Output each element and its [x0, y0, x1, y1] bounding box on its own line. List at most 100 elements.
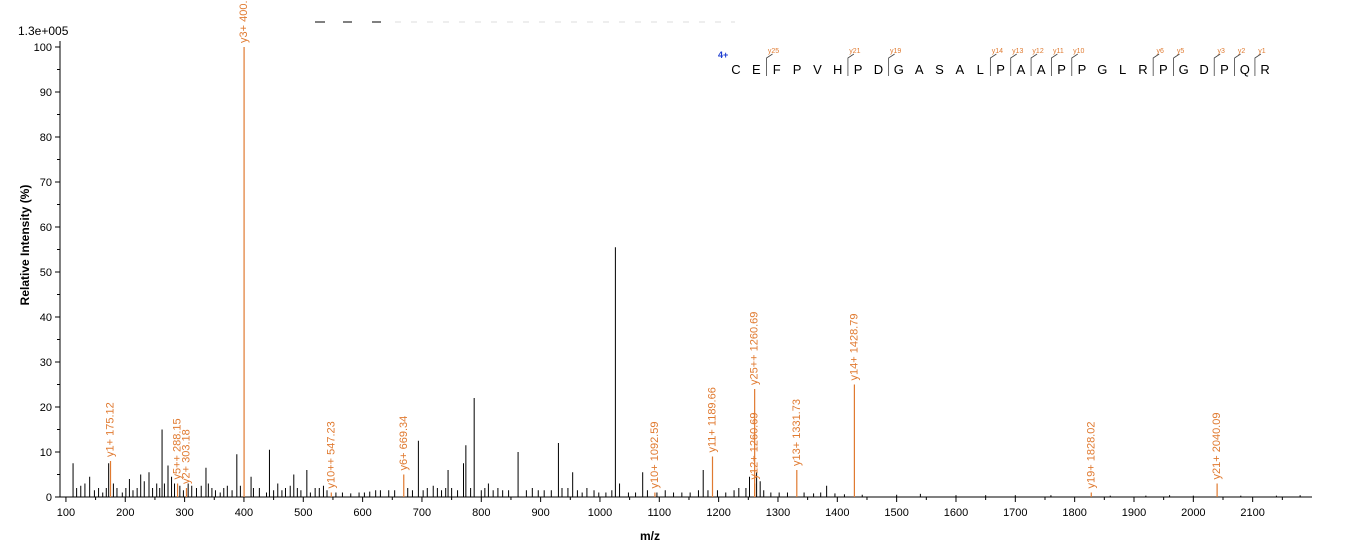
- ion-bracket: [847, 53, 855, 76]
- residue: A: [956, 62, 965, 77]
- residue: P: [996, 62, 1005, 77]
- peak-label: y3+ 400.23: [238, 0, 250, 43]
- ion-label: y3: [1218, 48, 1226, 55]
- residue: F: [773, 62, 781, 77]
- peak-label: y5++ 288.15: [172, 418, 184, 479]
- residue: P: [1220, 62, 1229, 77]
- y-tick-label: 70: [40, 177, 52, 189]
- peak-label: y14+ 1428.79: [848, 314, 860, 381]
- residue: A: [1037, 62, 1046, 77]
- residue: D: [874, 62, 883, 77]
- peak-label: y21+ 2040.09: [1211, 413, 1223, 480]
- x-tick-label: 1400: [825, 507, 849, 519]
- residue: R: [1260, 62, 1269, 77]
- x-tick-label: 1700: [1003, 507, 1027, 519]
- ion-bracket: [1213, 53, 1221, 76]
- residue: L: [1119, 62, 1126, 77]
- x-tick-label: 300: [175, 507, 193, 519]
- ion-bracket: [1234, 53, 1241, 76]
- residue: C: [731, 62, 740, 77]
- ion-bracket: [766, 53, 773, 76]
- ion-bracket: [1152, 53, 1160, 76]
- ion-bracket: [1051, 53, 1058, 76]
- x-tick-label: 1200: [706, 507, 730, 519]
- residue: G: [1097, 62, 1107, 77]
- x-tick-label: 1100: [647, 507, 671, 519]
- charge-state: 4+: [718, 50, 728, 60]
- x-tick-label: 800: [472, 507, 490, 519]
- x-tick-label: 400: [235, 507, 253, 519]
- residue: D: [1199, 62, 1208, 77]
- intensity-scale-label: 1.3e+005: [18, 24, 69, 38]
- residue: P: [1057, 62, 1066, 77]
- x-tick-label: 1600: [944, 507, 968, 519]
- ion-label: y21: [849, 48, 860, 55]
- residue: G: [1179, 62, 1189, 77]
- y-tick-label: 10: [40, 447, 52, 459]
- y-tick-label: 100: [34, 42, 52, 54]
- y-axis: 0 10 20 30 40 50 60 70 80 90 100: [34, 41, 61, 504]
- peak-label: y1+ 175.12: [105, 402, 117, 457]
- ion-label: y11: [1053, 48, 1064, 55]
- ion-bracket: [989, 53, 997, 76]
- ion-label: y13: [1012, 48, 1023, 55]
- x-tick-label: 500: [294, 507, 312, 519]
- peak-label: y19+ 1828.02: [1085, 422, 1097, 489]
- x-tick-label: 600: [353, 507, 371, 519]
- y-tick-label: 0: [46, 492, 52, 504]
- peak-label: y25++ 1260.69: [749, 312, 761, 385]
- peak-label: y13+ 1331.73: [791, 399, 803, 466]
- peak-label: y6+ 669.34: [398, 416, 410, 471]
- x-tick-label: 2000: [1181, 507, 1205, 519]
- ion-bracket: [1030, 53, 1038, 76]
- residue: A: [915, 62, 924, 77]
- ion-label: y14: [992, 48, 1003, 55]
- ion-bracket: [1173, 53, 1180, 76]
- ion-label: y2: [1238, 48, 1246, 55]
- x-tick-label: 100: [57, 507, 75, 519]
- residue: P: [1078, 62, 1087, 77]
- peak-label: y11+ 1189.66: [706, 387, 718, 452]
- peaks: [72, 247, 1301, 497]
- ion-label: y6: [1156, 48, 1164, 55]
- y-tick-label: 30: [40, 357, 52, 369]
- x-tick-label: 200: [116, 507, 134, 519]
- residue: S: [935, 62, 944, 77]
- ion-bracket: [1010, 53, 1017, 76]
- ion-bracket: [1071, 53, 1078, 76]
- residue: Q: [1240, 62, 1250, 77]
- residue: G: [894, 62, 904, 77]
- ion-label: y25: [768, 48, 779, 55]
- residue: P: [854, 62, 863, 77]
- ion-bracket: [888, 53, 895, 76]
- x-axis: 100 200 300 400 500 600 700 800 900 1000 1100 1200 1…: [57, 496, 1312, 519]
- x-tick-label: 700: [413, 507, 431, 519]
- residue: L: [977, 62, 984, 77]
- y-tick-label: 50: [40, 267, 52, 279]
- y-tick-label: 90: [40, 87, 52, 99]
- x-tick-label: 1300: [766, 507, 790, 519]
- residue: R: [1138, 62, 1147, 77]
- x-tick-label: 1000: [588, 507, 612, 519]
- x-tick-label: 1800: [1062, 507, 1086, 519]
- y-tick-label: 20: [40, 402, 52, 414]
- ion-bracket: [1254, 53, 1262, 76]
- x-axis-title: m/z: [640, 529, 660, 543]
- ion-label: y19: [890, 48, 901, 55]
- y-tick-label: 40: [40, 312, 52, 324]
- residue: V: [813, 62, 822, 77]
- x-tick-label: 1500: [884, 507, 908, 519]
- x-tick-label: 900: [531, 507, 549, 519]
- ion-label: y10: [1073, 48, 1084, 55]
- x-tick-label: 1900: [1122, 507, 1146, 519]
- y-tick-label: 80: [40, 132, 52, 144]
- y-tick-label: 60: [40, 222, 52, 234]
- residue: P: [793, 62, 802, 77]
- residue: P: [1159, 62, 1168, 77]
- y-axis-title: Relative Intensity (%): [18, 185, 32, 306]
- peak-label: y2+ 303.18: [180, 429, 192, 484]
- ion-label: y5: [1177, 48, 1185, 55]
